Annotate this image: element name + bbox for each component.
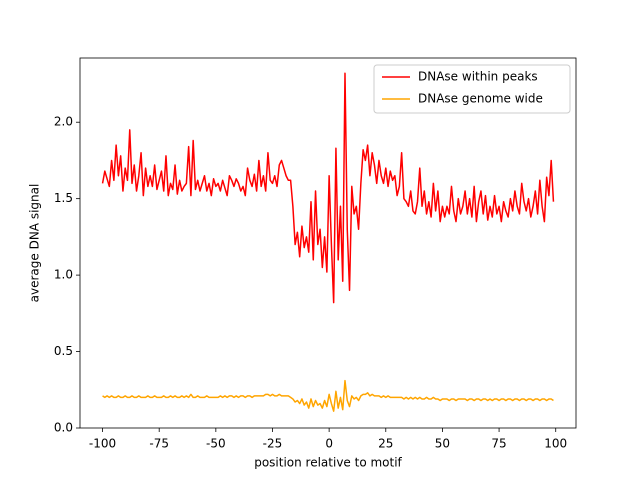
y-tick-label: 2.0 — [54, 115, 73, 129]
x-tick-label: 0 — [325, 437, 333, 451]
x-tick-label: 100 — [544, 437, 567, 451]
x-tick-label: -25 — [263, 437, 283, 451]
x-tick-label: 50 — [435, 437, 450, 451]
legend-label: DNAse within peaks — [418, 70, 538, 84]
plot-frame — [79, 57, 577, 429]
x-tick-label: -75 — [149, 437, 169, 451]
x-tick-label: 75 — [491, 437, 506, 451]
y-tick-label: 1.0 — [54, 268, 73, 282]
y-axis-label: average DNA signal — [28, 184, 42, 303]
line-series — [101, 72, 555, 304]
x-axis-label: position relative to motif — [254, 456, 402, 470]
x-tick-label: 25 — [378, 437, 393, 451]
y-tick-label: 0.5 — [54, 344, 73, 358]
x-tick-label: -100 — [89, 437, 116, 451]
y-tick-label: 1.5 — [54, 191, 73, 205]
x-tick-label: -50 — [206, 437, 226, 451]
line-series — [102, 379, 554, 412]
y-tick-label: 0.0 — [54, 421, 73, 435]
legend-box — [373, 64, 571, 114]
legend-label: DNAse genome wide — [418, 92, 543, 106]
